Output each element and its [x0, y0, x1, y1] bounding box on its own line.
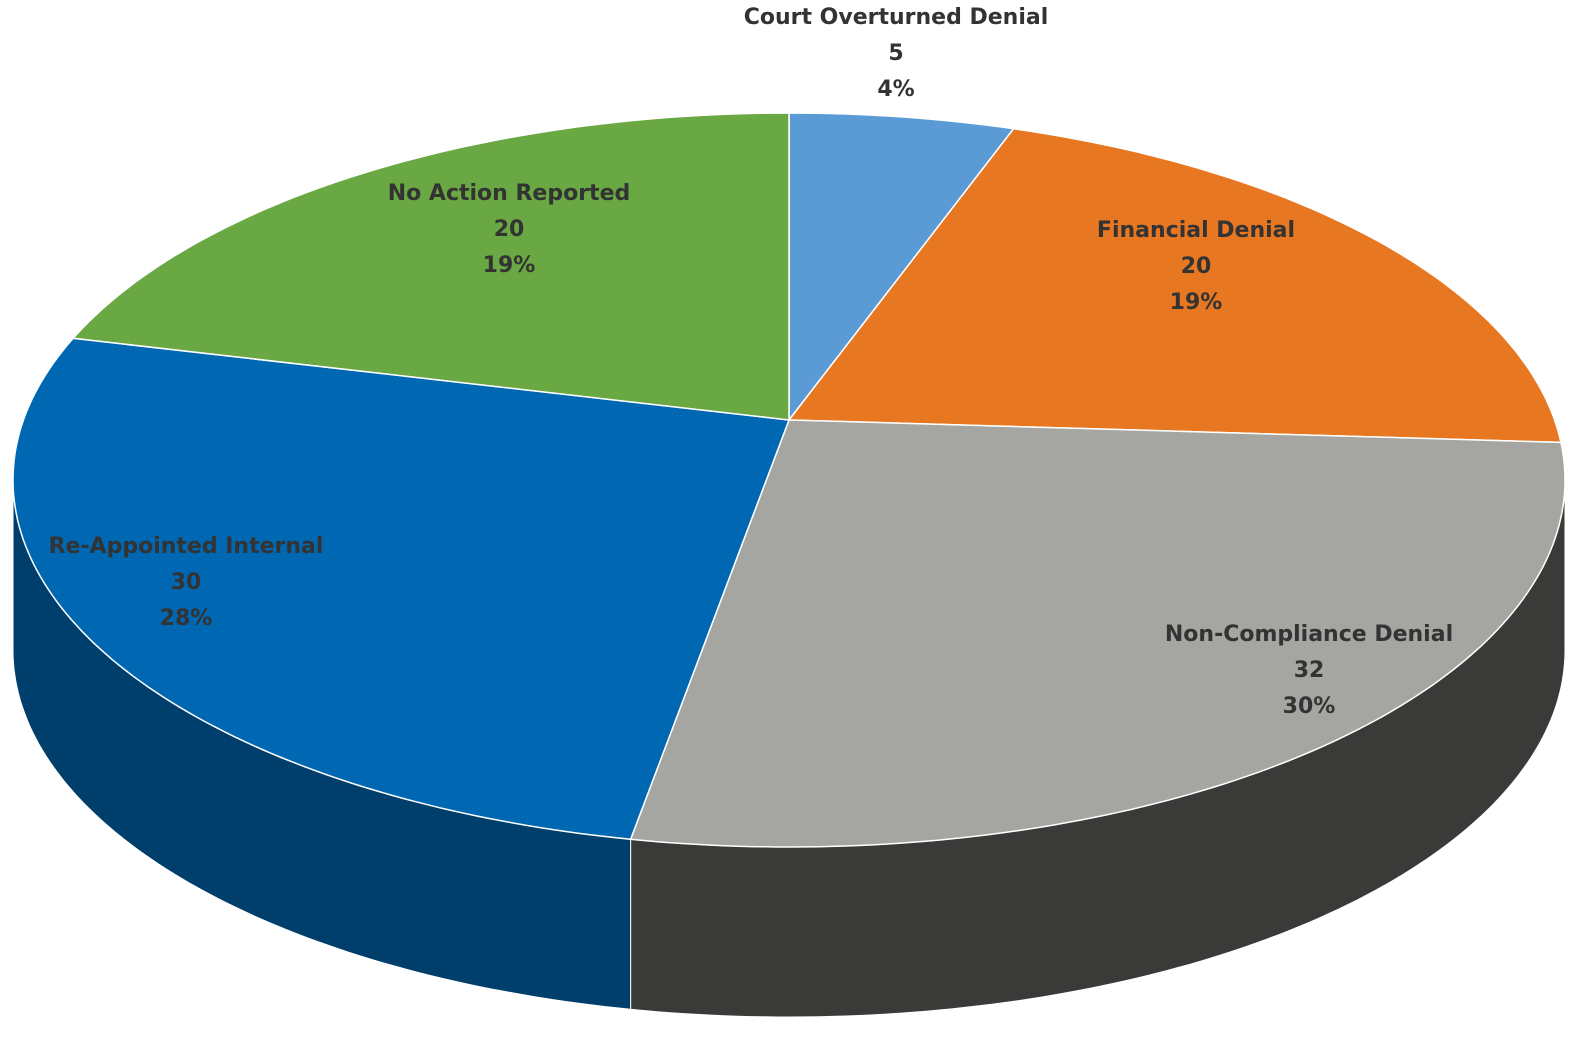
- percent-label: 19%: [483, 253, 536, 278]
- category-label: Re-Appointed Internal: [49, 534, 324, 559]
- category-label: Financial Denial: [1097, 218, 1295, 243]
- percent-label: 4%: [877, 77, 914, 102]
- pie-slice: [12, 337, 791, 841]
- pie-slice: [71, 112, 790, 421]
- value-label: 20: [494, 217, 525, 242]
- percent-label: 30%: [1283, 694, 1336, 719]
- value-label: 20: [1181, 254, 1212, 279]
- pie-slice: [788, 112, 1015, 423]
- pie-slice: [629, 419, 1566, 848]
- pie-tops: [12, 112, 1566, 848]
- percent-label: 19%: [1170, 290, 1223, 315]
- value-label: 30: [171, 570, 202, 595]
- value-label: 5: [888, 41, 903, 66]
- category-label: No Action Reported: [388, 181, 631, 206]
- value-label: 32: [1294, 658, 1325, 683]
- category-label: Court Overturned Denial: [744, 5, 1049, 30]
- pie-slice: [787, 127, 1562, 444]
- category-label: Non-Compliance Denial: [1165, 622, 1453, 647]
- percent-label: 28%: [160, 606, 213, 631]
- data-labels: Court Overturned Denial 5 4% Financial Deni…: [49, 5, 1454, 719]
